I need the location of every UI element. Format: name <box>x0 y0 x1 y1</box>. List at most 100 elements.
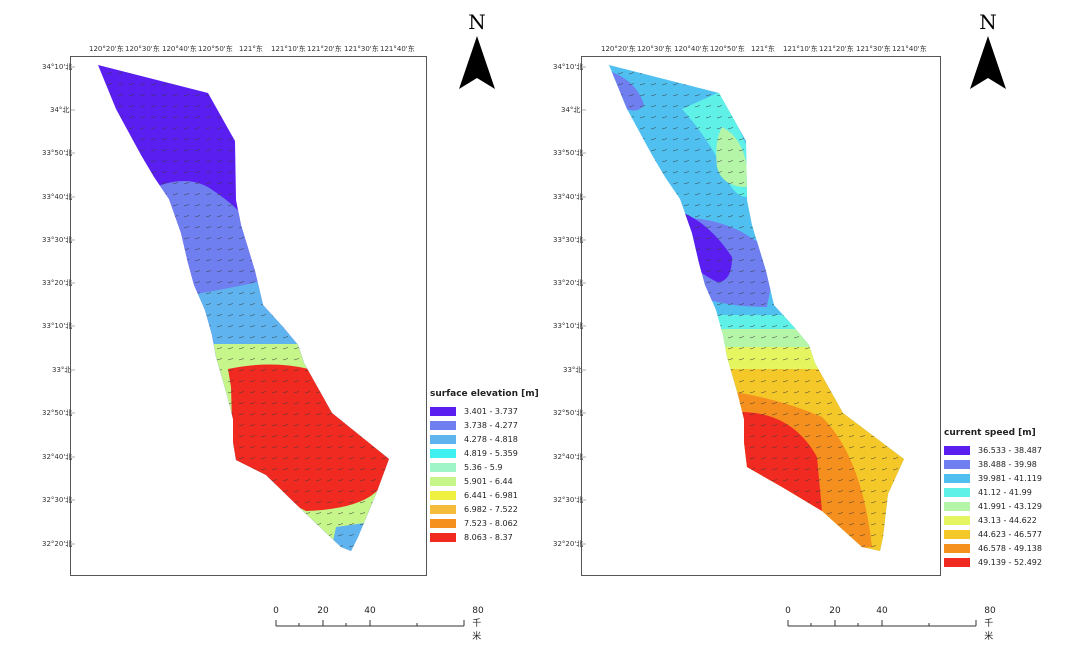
legend-item: 4.819 - 5.359 <box>430 446 539 460</box>
legend-label: 41.991 - 43.129 <box>978 501 1042 511</box>
right-lat-tick-5: 33°20'北 <box>553 279 584 287</box>
legend-item: 3.738 - 4.277 <box>430 418 539 432</box>
right-lat-tick-2: 33°50'北 <box>553 149 584 157</box>
left-lat-tick-4: 33°30'北 <box>42 236 73 244</box>
left-lon-tick-1: 120°30'东 <box>125 45 160 53</box>
legend-swatch <box>430 490 456 500</box>
right-lat-tick-8: 32°50'北 <box>553 409 584 417</box>
right-lon-tick-1: 120°30'东 <box>637 45 672 53</box>
legend-label: 3.401 - 3.737 <box>464 406 518 416</box>
legend-swatch <box>430 434 456 444</box>
left-lon-tick-2: 120°40'东 <box>162 45 197 53</box>
flow-vectors <box>609 65 904 551</box>
left-lat-tick-7: 33°北 <box>52 366 72 374</box>
scale-label-40: 40 <box>364 606 376 616</box>
legend-label: 36.533 - 38.487 <box>978 445 1042 455</box>
legend-swatch <box>430 476 456 486</box>
legend-item: 6.982 - 7.522 <box>430 502 539 516</box>
right-north-arrow: N <box>968 10 1008 90</box>
legend-label: 8.063 - 8.37 <box>464 532 513 542</box>
left-lon-tick-8: 121°40'东 <box>380 45 415 53</box>
legend-swatch <box>430 518 456 528</box>
scale-label-80: 80 千米 <box>984 606 996 642</box>
legend-item: 4.278 - 4.818 <box>430 432 539 446</box>
legend-label: 39.981 - 41.119 <box>978 473 1042 483</box>
scale-label-20: 20 <box>317 606 329 616</box>
scale-label-80: 80 千米 <box>472 606 484 642</box>
right-lat-tick-4: 33°30'北 <box>553 236 584 244</box>
current-speed-zones <box>609 65 904 551</box>
right-lat-tick-1: 34°北 <box>561 106 581 114</box>
legend-swatch <box>430 532 456 542</box>
legend-label: 46.578 - 49.138 <box>978 543 1042 553</box>
right-lon-tick-6: 121°20'东 <box>819 45 854 53</box>
left-lat-tick-0: 34°10'北 <box>42 63 73 71</box>
legend-label: 41.12 - 41.99 <box>978 487 1032 497</box>
north-arrow-icon <box>459 36 495 89</box>
legend-item: 5.36 - 5.9 <box>430 460 539 474</box>
legend-swatch <box>944 515 970 525</box>
left-lat-tick-5: 33°20'北 <box>42 279 73 287</box>
legend-swatch <box>944 487 970 497</box>
legend-item: 38.488 - 39.98 <box>944 457 1042 471</box>
right-lon-tick-2: 120°40'东 <box>674 45 709 53</box>
legend-label: 5.901 - 6.44 <box>464 476 513 486</box>
legend-label: 3.738 - 4.277 <box>464 420 518 430</box>
left-lat-tick-3: 33°40'北 <box>42 193 73 201</box>
right-lat-tick-9: 32°40'北 <box>553 453 584 461</box>
legend-item: 43.13 - 44.622 <box>944 513 1042 527</box>
left-lat-tick-11: 32°20'北 <box>42 540 73 548</box>
legend-label: 43.13 - 44.622 <box>978 515 1037 525</box>
legend-label: 6.982 - 7.522 <box>464 504 518 514</box>
legend-label: 38.488 - 39.98 <box>978 459 1037 469</box>
right-scale-bar: 0 20 40 80 千米 <box>784 606 996 642</box>
legend-item: 3.401 - 3.737 <box>430 404 539 418</box>
left-map-frame <box>70 56 427 576</box>
legend-swatch <box>430 504 456 514</box>
left-lon-tick-7: 121°30'东 <box>344 45 379 53</box>
north-letter: N <box>468 10 486 34</box>
left-map-canvas <box>71 65 389 551</box>
left-lon-tick-3: 120°50'东 <box>198 45 233 53</box>
scale-label-20: 20 <box>829 606 841 616</box>
right-lat-tick-3: 33°40'北 <box>553 193 584 201</box>
legend-item: 8.063 - 8.37 <box>430 530 539 544</box>
legend-swatch <box>944 529 970 539</box>
legend-item: 5.901 - 6.44 <box>430 474 539 488</box>
legend-swatch <box>944 445 970 455</box>
left-lon-tick-6: 121°20'东 <box>307 45 342 53</box>
legend-label: 44.623 - 46.577 <box>978 529 1042 539</box>
left-scale-bar: 0 20 40 80 千米 <box>272 606 484 642</box>
legend-item: 6.441 - 6.981 <box>430 488 539 502</box>
left-lat-tick-8: 32°50'北 <box>42 409 73 417</box>
left-lat-tick-6: 33°10'北 <box>42 322 73 330</box>
legend-swatch <box>944 459 970 469</box>
legend-title: surface elevation [m] <box>430 389 539 399</box>
legend-title: current speed [m] <box>944 428 1036 438</box>
north-letter: N <box>979 10 997 34</box>
left-lat-tick-10: 32°30'北 <box>42 496 73 504</box>
legend-item: 46.578 - 49.138 <box>944 541 1042 555</box>
left-lat-tick-2: 33°50'北 <box>42 149 73 157</box>
legend-label: 49.139 - 52.492 <box>978 557 1042 567</box>
scale-label-0: 0 <box>785 606 791 616</box>
scale-label-40: 40 <box>876 606 888 616</box>
right-map-canvas <box>582 65 904 551</box>
left-lat-tick-9: 32°40'北 <box>42 453 73 461</box>
legend-swatch <box>944 543 970 553</box>
legend-label: 4.819 - 5.359 <box>464 448 518 458</box>
right-lon-tick-4: 121°东 <box>751 45 775 53</box>
legend-label: 5.36 - 5.9 <box>464 462 503 472</box>
left-lon-tick-5: 121°10'东 <box>271 45 306 53</box>
right-frame-ticks <box>582 66 586 545</box>
legend-label: 6.441 - 6.981 <box>464 490 518 500</box>
left-north-arrow: N <box>457 10 497 90</box>
legend-swatch <box>430 406 456 416</box>
left-frame-ticks <box>71 66 75 545</box>
elevation-zones <box>98 65 389 551</box>
legend-item: 36.533 - 38.487 <box>944 443 1042 457</box>
left-lat-tick-1: 34°北 <box>50 106 70 114</box>
legend-swatch <box>944 501 970 511</box>
legend-item: 7.523 - 8.062 <box>430 516 539 530</box>
right-lon-tick-7: 121°30'东 <box>856 45 891 53</box>
